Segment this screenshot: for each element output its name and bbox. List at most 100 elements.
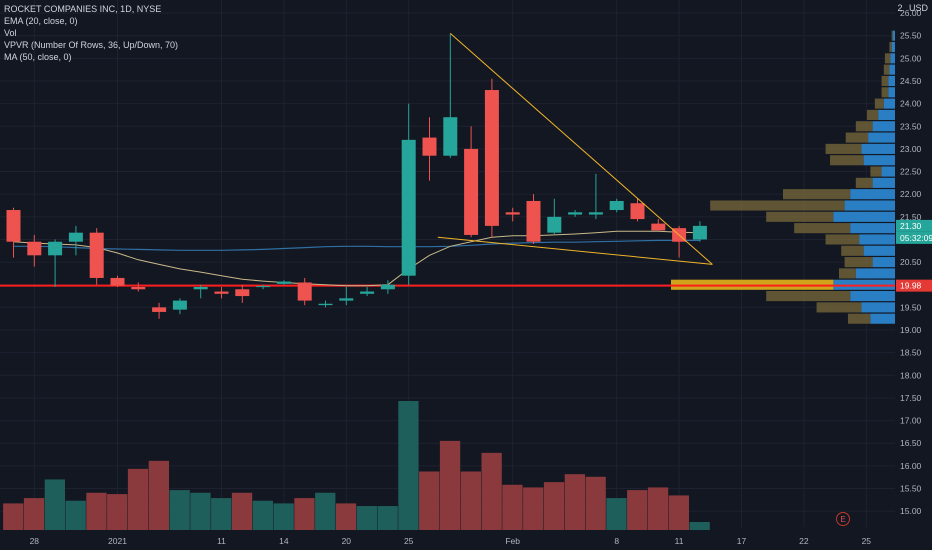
volume-bars xyxy=(3,400,710,530)
vp-bar-up xyxy=(888,75,895,87)
vp-bar-down xyxy=(884,53,891,64)
vp-bar-up xyxy=(850,223,895,234)
time-tick-label: 17 xyxy=(737,536,747,546)
candle-body xyxy=(526,200,541,242)
indicator-legend: ROCKET COMPANIES INC, 1D, NYSE EMA (20, … xyxy=(4,3,178,63)
price-tick-label: 15.50 xyxy=(900,484,922,494)
price-tick-label: 16.00 xyxy=(900,461,922,471)
candle-body xyxy=(588,212,603,215)
candle-body xyxy=(172,300,187,310)
vp-bar-up xyxy=(892,30,895,41)
price-tick-label: 18.50 xyxy=(900,348,922,358)
candle-body xyxy=(152,307,167,312)
price-tick-label: 17.00 xyxy=(900,416,922,426)
volume-bar xyxy=(252,500,273,530)
vp-bar-down xyxy=(870,166,882,177)
legend-vol[interactable]: Vol xyxy=(4,28,17,38)
vp-bar-down xyxy=(855,177,873,188)
volume-bar xyxy=(65,500,86,530)
candle xyxy=(360,287,375,297)
price-axis[interactable]: 15.00 15.50 16.00 16.50 17.00 17.50 18.00 18.50… xyxy=(895,0,932,550)
volume-bar xyxy=(668,495,689,530)
vp-bar-down xyxy=(839,268,856,279)
currency-selector[interactable]: 2 USD xyxy=(897,3,928,13)
price-tick-label: 24.00 xyxy=(900,99,922,109)
legend-ema[interactable]: EMA (20, close, 0) xyxy=(4,16,78,26)
volume-bar xyxy=(439,440,461,530)
vp-bar-up xyxy=(859,234,895,245)
price-tick-label: 21.50 xyxy=(900,212,922,222)
vp-bar-up xyxy=(855,268,895,279)
countdown-badge-text: 05:32:09 xyxy=(900,233,932,243)
candle-body xyxy=(131,287,146,290)
vp-bar-down xyxy=(841,245,864,256)
volume-bar xyxy=(606,498,627,530)
vp-bar-up xyxy=(890,53,895,64)
candle xyxy=(505,207,520,222)
volume-bar xyxy=(564,474,585,530)
time-tick-label: 11 xyxy=(675,536,684,546)
time-tick-label: 11 xyxy=(217,536,226,546)
price-tick-label: 15.00 xyxy=(900,506,922,516)
legend-ma[interactable]: MA (50, close, 0) xyxy=(4,52,72,62)
candle-body xyxy=(380,284,395,290)
time-tick-label: 8 xyxy=(614,536,619,546)
volume-bar xyxy=(647,487,669,530)
last-price-badge-text: 21.30 xyxy=(900,221,922,231)
candle xyxy=(443,33,458,158)
volume-bar xyxy=(127,468,149,530)
price-tick-label: 23.00 xyxy=(900,144,922,154)
candle-body xyxy=(27,241,42,256)
vp-bar-up xyxy=(833,211,895,222)
earnings-badge-label: E xyxy=(840,515,845,524)
price-tick-label: 22.00 xyxy=(900,189,922,199)
candle xyxy=(547,198,562,235)
candle-body xyxy=(692,225,707,240)
time-tick-label: 25 xyxy=(862,536,872,546)
price-tick-label: 22.50 xyxy=(900,167,922,177)
vp-bar-up xyxy=(872,257,895,268)
volume-bar xyxy=(689,522,710,530)
candle-body xyxy=(630,203,645,220)
volume-bar xyxy=(86,492,107,530)
price-tick-label: 19.50 xyxy=(900,302,922,312)
vp-bar-up xyxy=(881,166,895,177)
time-axis[interactable]: 28 2021 11 14 20 25 Feb 8 11 17 22 25 E xyxy=(30,512,872,547)
volume-bar xyxy=(543,482,565,530)
candle-body xyxy=(339,298,354,301)
candle-body xyxy=(547,216,562,233)
vp-bar-down xyxy=(825,234,860,245)
time-tick-label: 20 xyxy=(342,536,352,546)
legend-vpvr[interactable]: VPVR (Number Of Rows, 36, Up/Down, 70) xyxy=(4,40,179,50)
volume-bar xyxy=(502,484,523,530)
vp-bar-down xyxy=(881,75,889,87)
vp-bar-up xyxy=(883,98,895,109)
vp-bar-up xyxy=(872,177,895,188)
candle xyxy=(172,298,187,315)
symbol-title[interactable]: ROCKET COMPANIES INC, 1D, NYSE xyxy=(4,4,162,14)
candle-body xyxy=(360,291,375,294)
candle xyxy=(68,225,83,256)
vp-bar-up xyxy=(888,87,895,98)
candle-body xyxy=(193,287,208,290)
candle xyxy=(110,275,125,288)
vp-bar-down xyxy=(825,143,862,154)
price-tick-label: 25.00 xyxy=(900,53,922,63)
candle xyxy=(89,228,104,285)
volume-bar xyxy=(356,506,377,530)
price-tick-label: 26.00 xyxy=(900,8,922,18)
volume-bar xyxy=(23,498,45,530)
candle-body xyxy=(651,223,666,231)
time-tick-label: 2021 xyxy=(108,536,127,546)
candle-body xyxy=(235,289,250,297)
volume-bar xyxy=(44,479,65,530)
volume-bar xyxy=(148,460,169,530)
candle xyxy=(609,198,624,213)
vp-bar-up xyxy=(861,302,895,313)
volume-bar xyxy=(231,492,253,530)
candle-body xyxy=(6,210,21,242)
vp-bar-up xyxy=(872,121,895,132)
volume-bar xyxy=(398,400,419,530)
volume-bar xyxy=(377,506,398,530)
